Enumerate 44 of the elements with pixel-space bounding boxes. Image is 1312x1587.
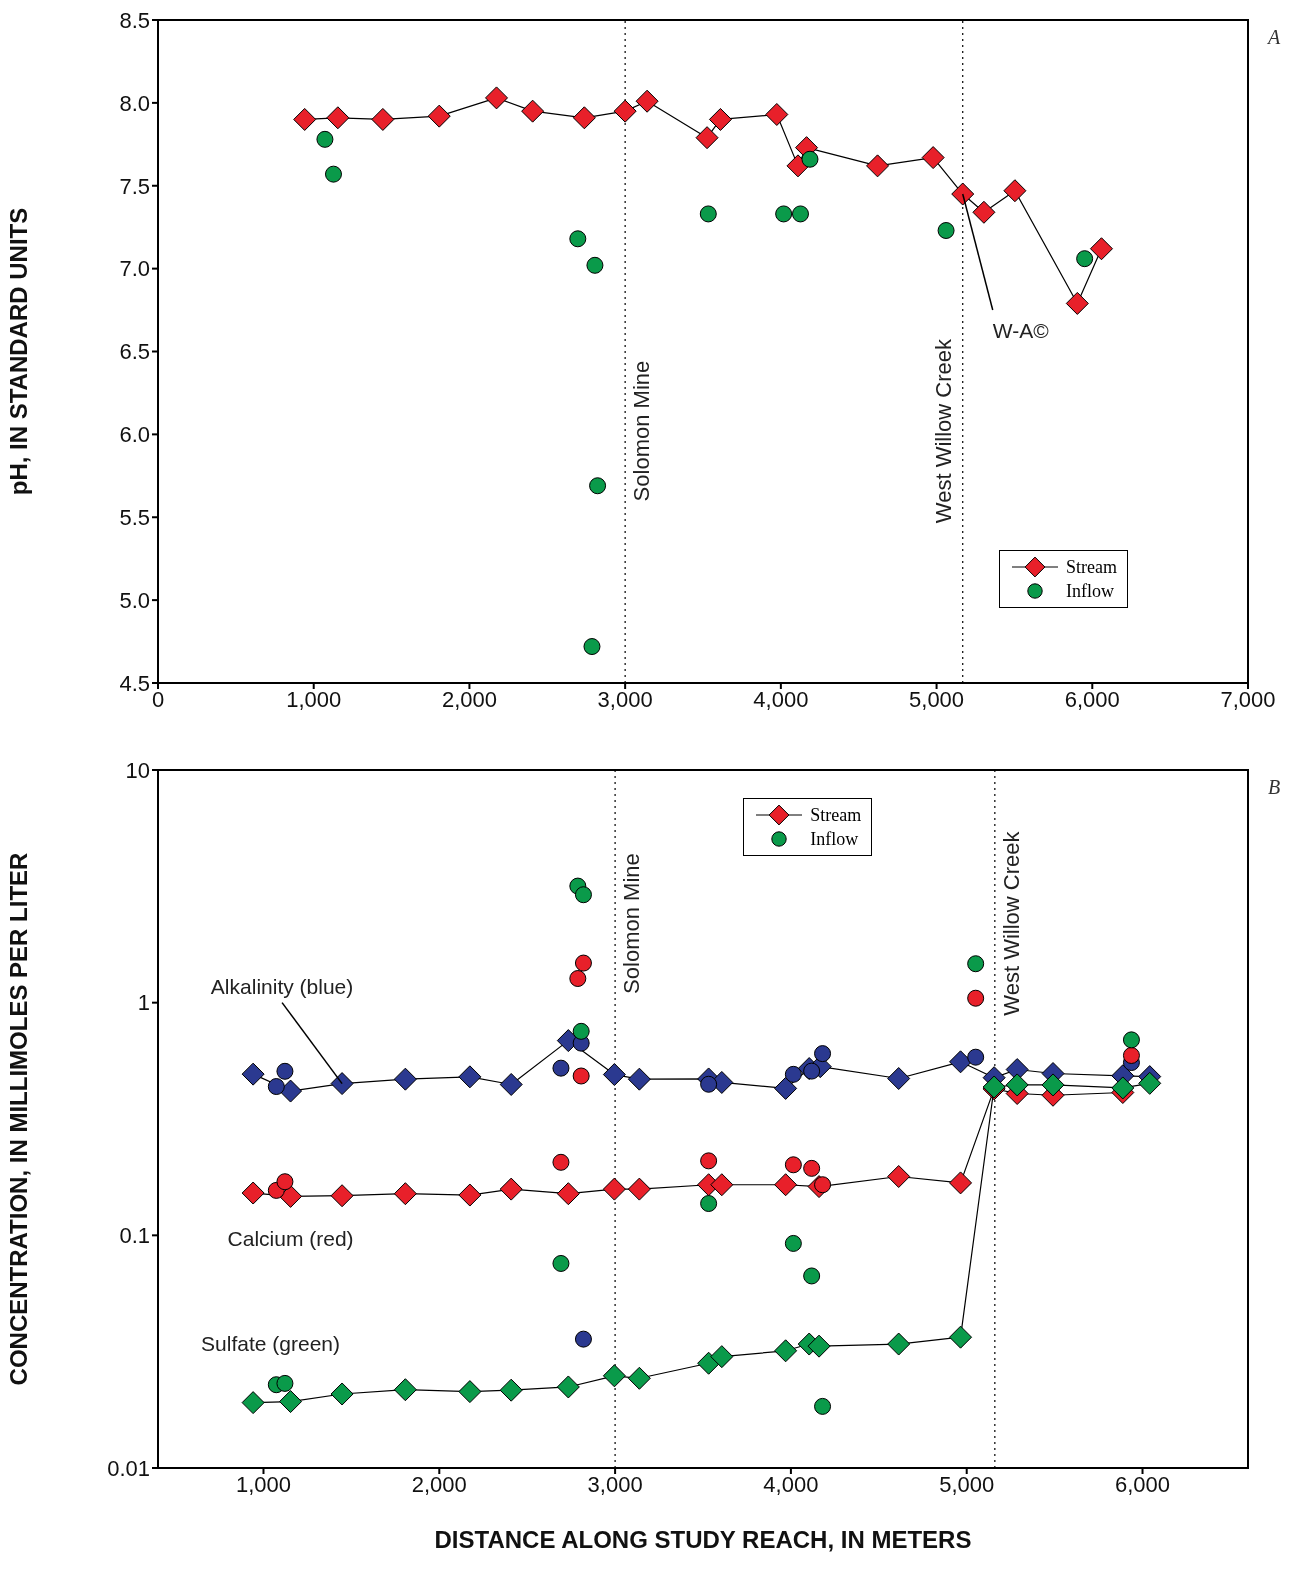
y-tick-label: 7.5 — [119, 173, 150, 199]
y-tick-label: 7.0 — [119, 256, 150, 282]
y-tick-label: 0.1 — [119, 1223, 150, 1249]
x-tick-label: 2,000 — [441, 686, 497, 712]
ref-line-label: West Willow Creek — [998, 830, 1024, 1016]
x-tick-label: 5,000 — [909, 686, 965, 712]
x-tick-label: 6,000 — [1064, 686, 1120, 712]
annotation: Alkalinity (blue) — [210, 975, 354, 999]
y-tick-label: 8.5 — [119, 7, 150, 33]
y-tick-label: 0.01 — [107, 1455, 150, 1481]
y-tick-label: 10 — [125, 757, 150, 783]
annotation: Calcium (red) — [227, 1226, 354, 1250]
y-tick-label: 8.0 — [119, 90, 150, 116]
legend-label: Inflow — [810, 828, 859, 850]
x-tick-label: 1,000 — [235, 1471, 292, 1497]
x-tick-label: 4,000 — [763, 1471, 819, 1497]
annotation: W-A© — [992, 318, 1050, 342]
x-tick-label: 2,000 — [411, 1471, 467, 1497]
y-tick-label: 6.0 — [119, 422, 150, 448]
x-tick-label: 6,000 — [1114, 1471, 1171, 1497]
x-tick-label: 3,000 — [597, 686, 653, 712]
x-tick-label: 3,000 — [587, 1471, 643, 1497]
y-tick-label: 4.5 — [119, 670, 150, 696]
legend-label: Inflow — [1066, 580, 1114, 602]
x-tick-label: 0 — [151, 686, 165, 712]
y-tick-label: 5.5 — [119, 505, 150, 531]
y-axis-title: CONCENTRATION, IN MILLIMOLES PER LITER — [4, 852, 32, 1386]
x-tick-label: 1,000 — [286, 686, 342, 712]
x-tick-label: 5,000 — [939, 1471, 995, 1497]
legend-label: Stream — [810, 804, 862, 826]
ref-line-label: West Willow Creek — [930, 337, 956, 524]
y-tick-label: 6.5 — [119, 339, 150, 365]
legend-label: Stream — [1066, 556, 1117, 578]
y-axis-title: pH, IN STANDARD UNITS — [4, 207, 32, 496]
annotation: Sulfate (green) — [201, 1332, 341, 1356]
ref-line-label: Solomon Mine — [628, 360, 654, 502]
text: A — [1265, 26, 1281, 48]
text: B — [1267, 776, 1281, 798]
x-axis-title: DISTANCE ALONG STUDY REACH, IN METERS — [434, 1526, 972, 1553]
ref-line-label: Solomon Mine — [618, 853, 644, 994]
x-tick-label: 4,000 — [753, 686, 809, 712]
y-tick-label: 5.0 — [119, 587, 150, 613]
y-tick-label: 1 — [137, 990, 150, 1016]
x-tick-label: 7,000 — [1220, 686, 1276, 712]
